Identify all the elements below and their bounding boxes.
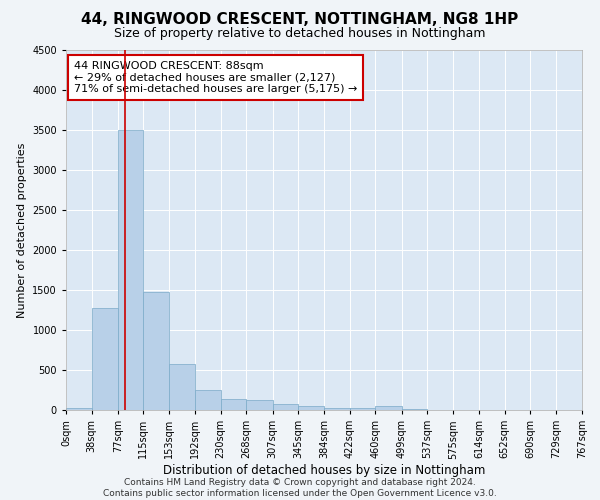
Bar: [221, 399, 246, 410]
Bar: [169, 364, 195, 410]
Bar: [118, 130, 143, 410]
Bar: [246, 400, 272, 410]
Bar: [66, 408, 92, 410]
Text: Size of property relative to detached houses in Nottingham: Size of property relative to detached ho…: [114, 28, 486, 40]
Bar: [376, 406, 402, 410]
Bar: [298, 406, 325, 410]
Bar: [92, 308, 118, 410]
Bar: [143, 292, 169, 410]
Text: 44, RINGWOOD CRESCENT, NOTTINGHAM, NG8 1HP: 44, RINGWOOD CRESCENT, NOTTINGHAM, NG8 1…: [82, 12, 518, 28]
Bar: [272, 404, 298, 410]
Bar: [325, 408, 350, 410]
X-axis label: Distribution of detached houses by size in Nottingham: Distribution of detached houses by size …: [163, 464, 485, 477]
Bar: [402, 409, 427, 410]
Text: 44 RINGWOOD CRESCENT: 88sqm
← 29% of detached houses are smaller (2,127)
71% of : 44 RINGWOOD CRESCENT: 88sqm ← 29% of det…: [74, 61, 357, 94]
Bar: [195, 390, 221, 410]
Bar: [350, 408, 376, 410]
Y-axis label: Number of detached properties: Number of detached properties: [17, 142, 26, 318]
Text: Contains HM Land Registry data © Crown copyright and database right 2024.
Contai: Contains HM Land Registry data © Crown c…: [103, 478, 497, 498]
